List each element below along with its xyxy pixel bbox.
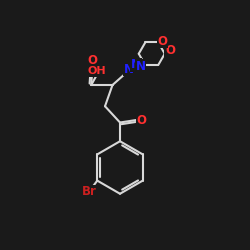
Text: O: O	[165, 44, 175, 57]
Text: O: O	[136, 114, 146, 126]
Text: N: N	[131, 58, 141, 71]
Text: Br: Br	[82, 186, 97, 198]
Text: OH: OH	[88, 66, 106, 76]
Text: O: O	[87, 54, 97, 66]
Text: O: O	[158, 35, 168, 48]
Text: N: N	[136, 60, 146, 73]
Text: N: N	[124, 63, 134, 76]
